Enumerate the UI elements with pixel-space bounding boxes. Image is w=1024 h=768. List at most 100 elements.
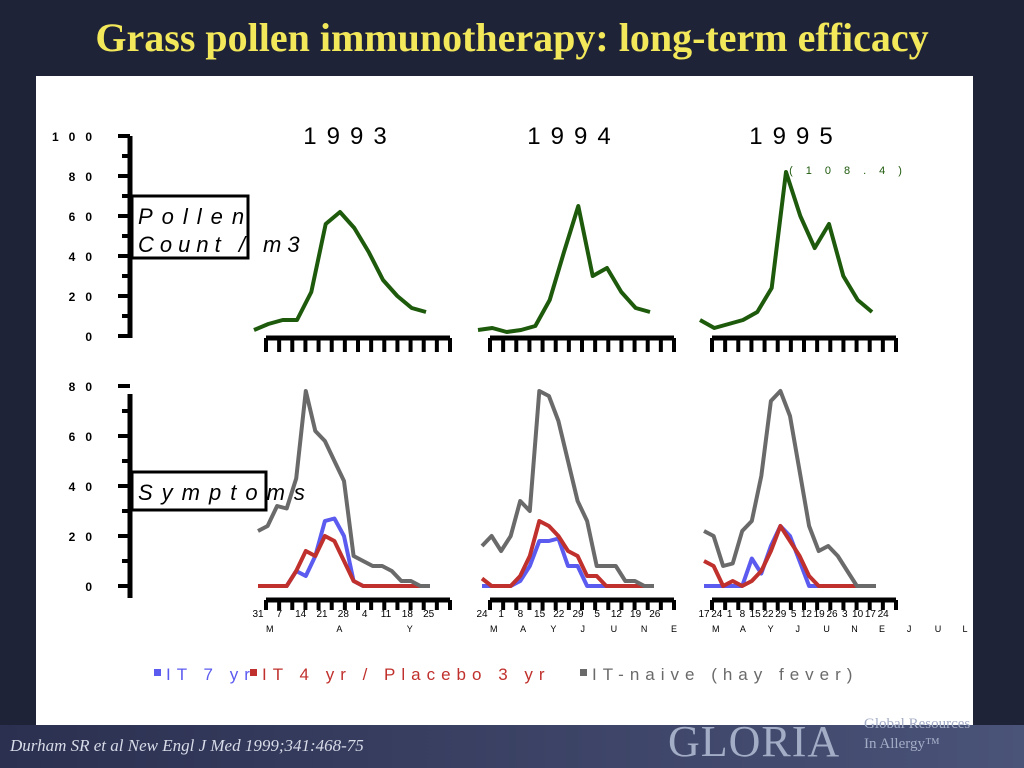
top-y-tick-label: 100: [52, 130, 102, 144]
month-label: A: [520, 624, 526, 634]
pollen-series-1993: [253, 210, 427, 332]
bottom-y-tick-label: 0: [85, 580, 102, 594]
month-label: M: [490, 624, 498, 634]
symptom-series-it7-1994: [482, 536, 654, 588]
month-label: J: [581, 624, 586, 634]
bottom-y-tick-label: 60: [69, 430, 102, 444]
legend-swatch-naive: [580, 669, 587, 676]
symptoms-label-box: [130, 470, 268, 512]
bottom-x-tick-label: 3: [842, 609, 848, 620]
bottom-x-tick-label: 1: [498, 609, 504, 620]
month-label: A: [336, 624, 342, 634]
month-label: N: [851, 624, 858, 634]
month-label: J: [796, 624, 801, 634]
gloria-logo: GLORIA Global Resources In Allergy™: [668, 712, 998, 766]
month-label: U: [935, 624, 942, 634]
bottom-x-tick-label: 24: [878, 609, 890, 620]
top-y-tick-label: 60: [69, 210, 102, 224]
top-y-tick-label: 40: [69, 250, 102, 264]
bottom-x-tick-label: 28: [338, 609, 350, 620]
bottom-x-tick-label: 12: [801, 609, 813, 620]
year-label-1995: 1995: [749, 123, 842, 150]
symptom-series-naive-1993: [257, 389, 430, 588]
bottom-x-tick-label: 24: [476, 609, 488, 620]
top-y-tick-label: 20: [69, 290, 102, 304]
legend-swatch-it4: [250, 669, 257, 676]
bottom-x-tick-label: 19: [630, 609, 642, 620]
pollen-series-1995: [699, 170, 874, 330]
symptom-series-it4-1994: [480, 519, 654, 588]
legend-swatch-it7: [154, 669, 161, 676]
bottom-x-tick-label: 5: [594, 609, 600, 620]
year-label-1993: 1993: [303, 123, 396, 150]
bottom-y-tick-label: 40: [69, 480, 102, 494]
month-label: J: [907, 624, 912, 634]
bottom-x-tick-label: 31: [252, 609, 264, 620]
symptom-series-naive-1995: [703, 389, 876, 588]
bottom-x-tick-label: 18: [402, 609, 414, 620]
month-label: U: [823, 624, 830, 634]
legend-label-naive: IT-naive (hay fever): [592, 665, 858, 684]
symptom-series-naive-1994: [480, 389, 654, 588]
symptom-series-it4-1993: [258, 534, 430, 588]
legend-label-it7: IT 7 yr: [166, 665, 256, 684]
bottom-x-tick-label: 26: [649, 609, 661, 620]
logo-tagline-2: In Allergy™: [864, 736, 940, 752]
bottom-x-tick-label: 8: [740, 609, 746, 620]
month-label: A: [740, 624, 746, 634]
logo-tagline-1: Global Resources: [864, 716, 971, 732]
top-y-tick-label: 80: [69, 170, 102, 184]
bottom-axis-label: Symptoms: [138, 480, 314, 505]
bottom-x-tick-label: 17: [865, 609, 877, 620]
bottom-x-tick-label: 25: [423, 609, 435, 620]
bottom-x-tick-label: 10: [852, 609, 864, 620]
bottom-x-tick-label: 12: [611, 609, 623, 620]
month-label: E: [671, 624, 677, 634]
bottom-x-tick-label: 4: [362, 609, 368, 620]
month-label: L: [963, 624, 968, 634]
month-label: M: [712, 624, 720, 634]
bottom-x-tick-label: 24: [711, 609, 723, 620]
bottom-x-tick-label: 17: [698, 609, 710, 620]
bottom-x-tick-label: 29: [775, 609, 787, 620]
legend-label-it4: IT 4 yr / Placebo 3 yr: [262, 665, 551, 684]
month-label: M: [266, 624, 274, 634]
logo-wordmark: GLORIA: [668, 717, 841, 766]
bottom-x-tick-label: 15: [534, 609, 546, 620]
bottom-x-tick-label: 1: [727, 609, 733, 620]
month-label: E: [879, 624, 885, 634]
slide-title: Grass pollen immunotherapy: long-term ef…: [95, 15, 929, 60]
footer-band: [0, 725, 1024, 768]
bottom-x-tick-label: 21: [316, 609, 328, 620]
top-axis-label-line-1: Pollen: [138, 204, 253, 229]
month-label: Y: [550, 624, 556, 634]
bottom-x-tick-label: 7: [277, 609, 283, 620]
citation: Durham SR et al New Engl J Med 1999;341:…: [10, 736, 364, 755]
bottom-x-tick-label: 15: [750, 609, 762, 620]
bottom-x-tick-label: 22: [762, 609, 774, 620]
month-label: Y: [407, 624, 413, 634]
symptom-series-it7-1993: [258, 516, 430, 588]
bottom-x-tick-label: 14: [295, 609, 307, 620]
bottom-y-tick-label: 20: [69, 530, 102, 544]
bottom-x-tick-label: 22: [553, 609, 565, 620]
bottom-x-tick-label: 8: [518, 609, 524, 620]
pollen-label-box: [130, 194, 250, 260]
symptom-series-it4-1995: [703, 524, 876, 588]
top-axis-label-line-2: Count / m3: [138, 232, 306, 257]
year-label-1994: 1994: [527, 123, 620, 150]
month-label: N: [641, 624, 648, 634]
bottom-x-tick-label: 19: [814, 609, 826, 620]
month-label: Y: [768, 624, 774, 634]
peak-annotation: (108.4): [789, 165, 915, 177]
pollen-series-1994: [477, 204, 651, 334]
bottom-y-tick-label: 80: [69, 380, 102, 394]
bottom-x-tick-label: 5: [791, 609, 797, 620]
bottom-x-tick-label: 26: [826, 609, 838, 620]
top-y-tick-label: 0: [85, 330, 102, 344]
chart-panel: 0 20 40 60 80 100 Pollen Count / m3 1993 1994 1995…: [36, 76, 973, 725]
bottom-x-tick-label: 11: [381, 609, 392, 620]
month-label: U: [611, 624, 618, 634]
bottom-x-tick-label: 29: [572, 609, 584, 620]
